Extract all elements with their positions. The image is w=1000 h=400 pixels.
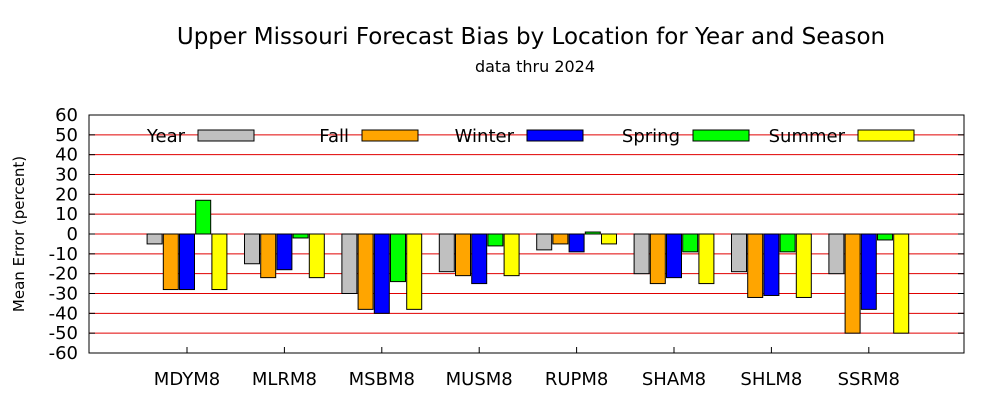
bar-spring-mdym8 xyxy=(195,199,212,235)
bar-summer-msbm8 xyxy=(406,233,423,310)
x-tick-label: MSBM8 xyxy=(349,369,415,390)
bar-spring-mlrm8 xyxy=(292,233,309,239)
x-axis-ticks: MDYM8 MLRM8 MSBM8 MUSM8 RUPM8 SHAM8 SHLM8 SSRM8 xyxy=(154,347,900,390)
x-tick-label: SHLM8 xyxy=(740,369,802,390)
bar-year-musm8 xyxy=(438,233,455,273)
bar-summer-ssrm8 xyxy=(893,233,910,334)
y-tick-label: 20 xyxy=(55,184,78,205)
y-tick-label: -30 xyxy=(49,284,78,305)
bar-summer-rupm8 xyxy=(601,233,617,245)
legend-swatch-winter xyxy=(526,129,584,142)
bar-spring-shlm8 xyxy=(779,233,796,253)
y-tick-label: -40 xyxy=(49,303,78,324)
y-tick-label: 60 xyxy=(55,105,78,126)
y-tick-label: -20 xyxy=(49,264,78,285)
chart-subtitle: data thru 2024 xyxy=(475,57,595,76)
bar-summer-shlm8 xyxy=(795,233,812,298)
y-tick-label: -60 xyxy=(49,343,78,364)
x-tick-label: MLRM8 xyxy=(252,369,317,390)
x-tick-label: MDYM8 xyxy=(154,369,220,390)
bar-fall-mlrm8 xyxy=(260,233,277,279)
chart-title: Upper Missouri Forecast Bias by Location… xyxy=(177,24,885,50)
legend-label-summer: Summer xyxy=(769,126,846,147)
bar-spring-msbm8 xyxy=(390,233,406,283)
bar-winter-shlm8 xyxy=(763,233,780,296)
legend-label-spring: Spring xyxy=(622,126,680,147)
bar-fall-msbm8 xyxy=(357,233,374,310)
bar-summer-mlrm8 xyxy=(308,233,325,279)
legend-label-fall: Fall xyxy=(319,126,349,147)
bar-year-sham8 xyxy=(633,233,650,275)
x-tick-label: SSRM8 xyxy=(838,369,900,390)
x-tick-label: MUSM8 xyxy=(446,369,513,390)
bar-year-mdym8 xyxy=(146,233,163,245)
bar-spring-rupm8 xyxy=(584,231,601,235)
legend-swatch-year xyxy=(197,129,255,142)
y-tick-label: 10 xyxy=(55,204,78,225)
bar-spring-ssrm8 xyxy=(877,233,893,241)
bar-fall-musm8 xyxy=(455,233,471,277)
bar-fall-shlm8 xyxy=(747,233,764,298)
legend-swatch-summer xyxy=(857,129,915,142)
y-tick-label: -50 xyxy=(49,323,78,344)
bar-year-ssrm8 xyxy=(828,233,845,275)
bar-fall-mdym8 xyxy=(162,233,179,291)
y-tick-label: 50 xyxy=(55,125,78,146)
bars xyxy=(146,199,910,334)
x-tick-label: RUPM8 xyxy=(545,369,609,390)
y-axis-label: Mean Error (percent) xyxy=(10,156,28,312)
legend-label-year: Year xyxy=(146,126,186,147)
y-tick-label: 40 xyxy=(55,145,78,166)
legend-swatch-spring xyxy=(692,129,750,142)
bar-year-mlrm8 xyxy=(244,233,260,265)
y-tick-label: -10 xyxy=(49,244,78,265)
plot-frame xyxy=(88,114,965,354)
bar-spring-musm8 xyxy=(487,233,504,247)
bar-winter-musm8 xyxy=(471,233,488,285)
bar-fall-sham8 xyxy=(649,233,666,285)
bar-winter-rupm8 xyxy=(568,233,585,253)
bar-year-rupm8 xyxy=(536,233,553,251)
y-tick-label: 30 xyxy=(55,165,78,186)
bar-winter-mlrm8 xyxy=(276,233,293,271)
x-tick-label: SHAM8 xyxy=(642,369,706,390)
bar-winter-msbm8 xyxy=(373,233,390,314)
legend: Year Fall Winter Spring Summer xyxy=(146,126,915,147)
bar-spring-sham8 xyxy=(682,233,699,253)
bar-summer-musm8 xyxy=(503,233,520,277)
bar-summer-mdym8 xyxy=(211,233,228,291)
legend-label-winter: Winter xyxy=(455,126,515,147)
bar-year-shlm8 xyxy=(731,233,747,273)
y-tick-label: 0 xyxy=(67,224,78,245)
bar-fall-rupm8 xyxy=(552,233,569,245)
bar-summer-sham8 xyxy=(698,233,715,285)
legend-swatch-fall xyxy=(361,129,419,142)
bar-year-msbm8 xyxy=(341,233,358,294)
bar-winter-ssrm8 xyxy=(860,233,877,310)
bar-fall-ssrm8 xyxy=(844,233,861,334)
bar-winter-mdym8 xyxy=(179,233,195,291)
bar-winter-sham8 xyxy=(666,233,682,279)
